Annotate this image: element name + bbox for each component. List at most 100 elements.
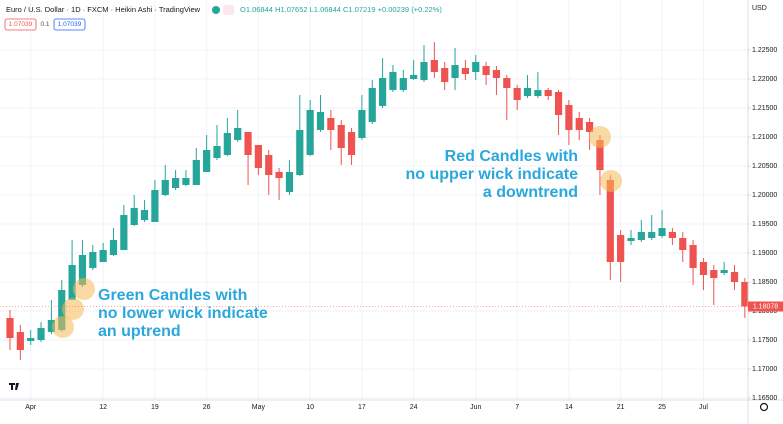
buy-box[interactable]: [53, 18, 86, 31]
candle-body: [285, 171, 294, 192]
candle-body: [203, 150, 211, 172]
spread: 0.1: [40, 21, 49, 28]
x-tick-label: 21: [617, 404, 625, 411]
tradingview-logo[interactable]: [7, 381, 23, 392]
candle-body: [213, 145, 221, 159]
candle-body: [47, 320, 55, 333]
x-tick-label: 24: [410, 404, 418, 411]
sell-price: 1.07039: [9, 21, 33, 28]
highlight-circle: [73, 278, 95, 300]
candle-body: [120, 215, 128, 250]
symbol-title[interactable]: Euro / U.S. Dollar · 1D · FXCM · Heikin …: [6, 5, 201, 14]
candle-body: [316, 112, 325, 130]
highlight-circle: [52, 316, 74, 338]
candle-body: [6, 317, 14, 338]
last-price-label: 1.18078: [753, 303, 778, 310]
candle-body: [78, 254, 87, 286]
candle-body: [699, 262, 708, 275]
candle-body: [679, 237, 687, 250]
x-tick-label: Jun: [470, 404, 481, 411]
candle-body: [172, 178, 180, 188]
candle-body: [461, 67, 469, 75]
highlights: [52, 126, 622, 338]
y-tick-label: 1.17000: [752, 366, 777, 373]
candle-body: [347, 132, 356, 155]
candle-body: [410, 75, 418, 80]
candle-body: [492, 70, 501, 79]
x-tick-label: 19: [151, 404, 159, 411]
candle-body: [306, 109, 314, 155]
candle-body: [441, 67, 449, 83]
last-price-tag: [748, 301, 783, 312]
candle-body: [534, 90, 542, 96]
x-tick-label: May: [252, 404, 266, 411]
x-tick-label: 7: [515, 404, 519, 411]
x-tick-label: Apr: [25, 404, 37, 411]
gear-icon: [759, 402, 769, 412]
candle-body: [472, 62, 480, 72]
candle-body: [637, 232, 645, 241]
currency-label: USD: [752, 5, 767, 12]
candle-body: [741, 282, 749, 307]
candle-body: [420, 62, 428, 80]
candle-body: [451, 65, 459, 79]
candle-body: [513, 87, 521, 100]
candle-body: [482, 66, 490, 75]
candle-body: [720, 270, 728, 274]
candle-body: [182, 178, 190, 185]
settings-button[interactable]: [759, 402, 769, 412]
highlight-circle: [62, 298, 84, 320]
candle-body: [379, 78, 387, 106]
candle-body: [430, 59, 438, 72]
candle-body: [596, 140, 604, 171]
candle-body: [234, 128, 242, 141]
candle-body: [730, 271, 739, 283]
candle-body: [565, 104, 573, 130]
x-tick-label: 25: [658, 404, 666, 411]
highlight-circle: [589, 126, 611, 148]
annotation: a downtrend: [483, 184, 578, 201]
candle-body: [254, 145, 262, 168]
y-tick-label: 1.19500: [752, 221, 777, 228]
y-tick-label: 1.21000: [752, 134, 777, 141]
candle-body: [389, 71, 397, 91]
candle-body: [503, 78, 511, 88]
x-tick-label: Jul: [699, 404, 708, 411]
candle-body: [161, 179, 169, 196]
candle-body: [658, 228, 666, 237]
y-tick-label: 1.17500: [752, 337, 777, 344]
candle-body: [327, 117, 335, 130]
logo-bg: [7, 381, 23, 392]
x-tick-label: 17: [358, 404, 366, 411]
candle-body: [140, 209, 149, 221]
x-tick-label: 26: [203, 404, 211, 411]
candle-body: [399, 78, 407, 91]
candle-body: [37, 328, 45, 341]
candle-body: [617, 234, 625, 263]
candle-body: [648, 232, 656, 238]
alert-icon[interactable]: [223, 5, 234, 15]
candle-body: [16, 332, 24, 350]
candle-body: [265, 154, 273, 175]
x-tick-label: 10: [306, 404, 314, 411]
buy-price: 1.07039: [58, 21, 82, 28]
x-tick-label: 14: [565, 404, 573, 411]
y-tick-label: 1.22500: [752, 47, 777, 54]
candle-body: [151, 190, 159, 222]
annotation: no lower wick indicate: [98, 305, 268, 322]
annotation: Red Candles with: [445, 148, 578, 165]
candle-body: [523, 87, 532, 96]
highlight-circle: [600, 170, 622, 192]
candle-body: [99, 250, 107, 263]
candle-body: [627, 237, 635, 242]
candle-body: [130, 208, 138, 225]
sell-box[interactable]: [4, 18, 37, 31]
candle-body: [275, 171, 283, 179]
candle-body: [89, 252, 97, 268]
x-tick-label: 12: [99, 404, 107, 411]
candle-body: [337, 125, 345, 149]
y-tick-label: 1.19000: [752, 250, 777, 257]
y-tick-label: 1.18500: [752, 279, 777, 286]
candle-body: [68, 265, 76, 300]
candle-body: [544, 90, 552, 96]
